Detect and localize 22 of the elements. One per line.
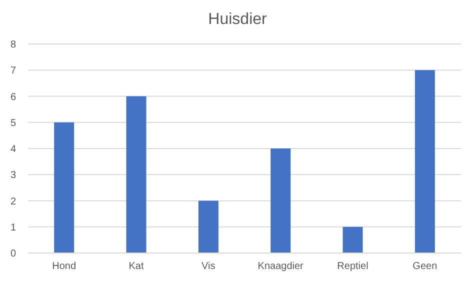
bar	[126, 96, 146, 253]
x-tick-label: Vis	[202, 261, 216, 272]
y-tick-label: 8	[10, 40, 16, 50]
bar	[270, 148, 291, 253]
y-tick-label: 6	[10, 92, 16, 103]
y-tick-label: 5	[10, 118, 16, 129]
x-tick-label: Reptiel	[337, 261, 368, 272]
bar	[414, 70, 435, 253]
chart-title: Huisdier	[208, 11, 268, 28]
y-tick-label: 2	[10, 196, 16, 208]
y-tick-label: 1	[10, 222, 16, 234]
bar	[198, 200, 218, 253]
x-tick-label: Knaagdier	[258, 261, 304, 272]
y-tick-label: 7	[10, 66, 16, 77]
y-tick-label: 4	[10, 144, 16, 155]
y-tick-label: 3	[10, 170, 16, 182]
bar	[54, 122, 74, 253]
x-tick-label: Geen	[412, 261, 438, 272]
bar	[342, 226, 363, 253]
y-tick-label: 0	[10, 248, 16, 260]
x-tick-label: Hond	[52, 261, 76, 272]
x-tick-label: Kat	[128, 261, 144, 272]
